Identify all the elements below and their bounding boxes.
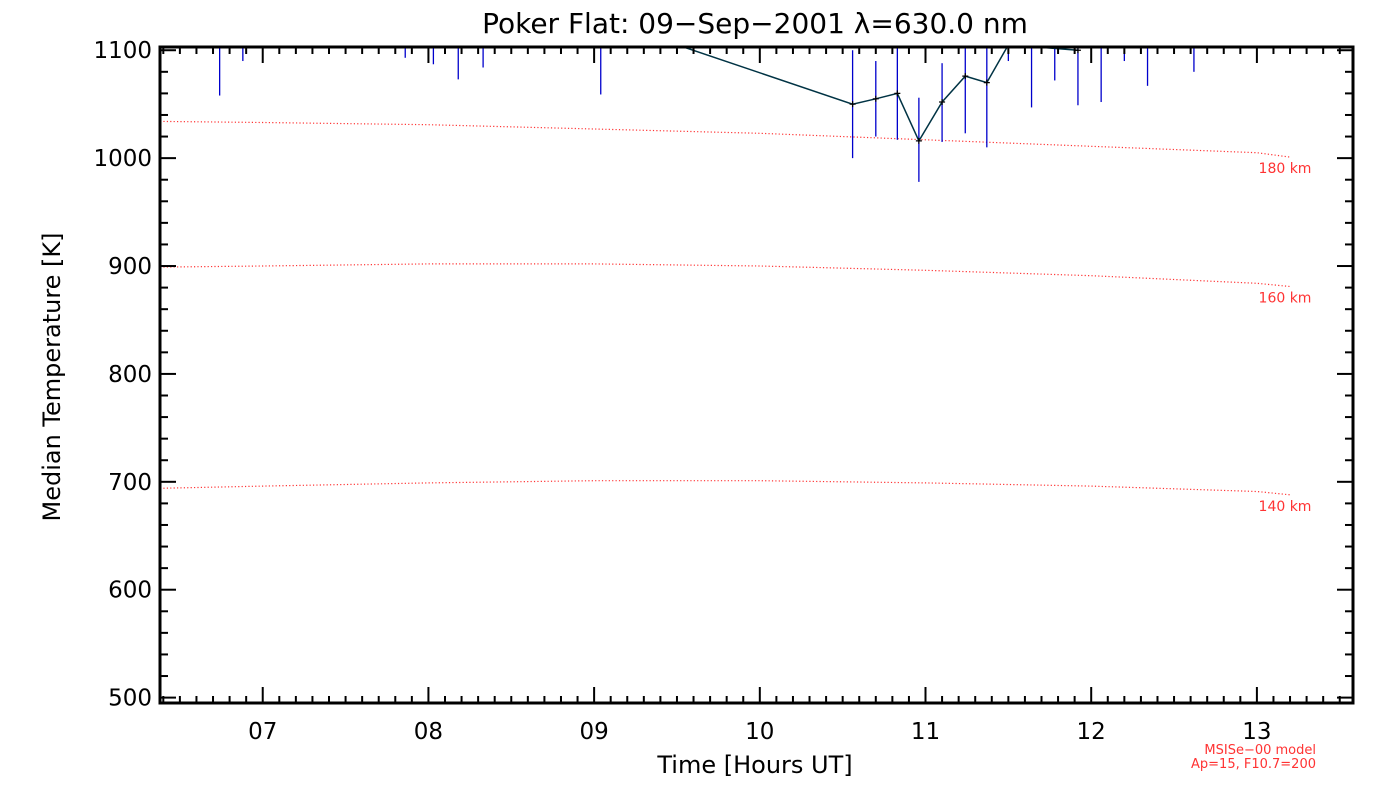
median-line — [684, 48, 1078, 143]
model-curve-180-km — [160, 120, 1291, 158]
x-tick-label: 12 — [1077, 719, 1106, 745]
median-point — [962, 73, 969, 80]
median-point — [894, 90, 901, 97]
data-layer — [160, 48, 1291, 496]
chart-title: Poker Flat: 09−Sep−2001 λ=630.0 nm — [482, 7, 1028, 40]
x-tick-label: 09 — [579, 719, 608, 745]
model-label-160-km: 160 km — [1259, 291, 1312, 307]
x-tick-label: 07 — [248, 719, 277, 745]
x-tick-label: 08 — [414, 719, 443, 745]
median-point — [872, 95, 879, 102]
median-point — [983, 79, 990, 86]
y-tick-label: 800 — [108, 362, 152, 388]
x-tick-label: 10 — [745, 719, 774, 745]
y-tick-label: 600 — [108, 578, 152, 604]
model-curve-160-km — [160, 263, 1291, 288]
y-tick-label: 1100 — [93, 38, 152, 64]
plot-area: 180 km 160 km 140 km 07 08 09 10 11 12 13 500 600 70… — [93, 38, 1355, 745]
model-label-140-km: 140 km — [1259, 499, 1312, 515]
y-tick-label: 700 — [108, 470, 152, 496]
y-axis-label: Median Temperature [K] — [38, 232, 66, 521]
model-annotation: MSISe−00 model Ap=15, F10.7=200 — [1191, 743, 1316, 772]
model-label-180-km: 180 km — [1259, 161, 1312, 177]
model-params-note: Ap=15, F10.7=200 — [1191, 757, 1316, 772]
x-tick-label: 11 — [911, 719, 940, 745]
y-tick-label: 500 — [108, 686, 152, 712]
model-curve-140-km — [160, 480, 1291, 496]
median-point — [915, 137, 922, 144]
model-name-note: MSISe−00 model — [1204, 743, 1316, 758]
x-tick-label: 13 — [1242, 719, 1271, 745]
median-point — [939, 99, 946, 106]
median-point — [849, 101, 856, 108]
x-axis-label: Time [Hours UT] — [656, 751, 852, 779]
y-tick-label: 1000 — [93, 146, 152, 172]
y-tick-label: 900 — [108, 254, 152, 280]
plot-frame — [158, 45, 1355, 705]
